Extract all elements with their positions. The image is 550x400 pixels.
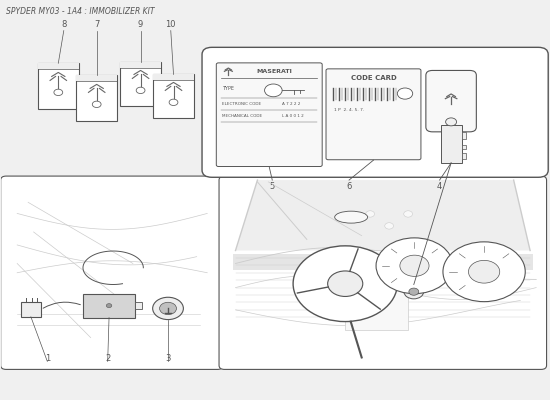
Bar [38,64,79,109]
Bar [441,125,461,163]
Text: 4: 4 [437,182,442,191]
Circle shape [469,260,500,283]
Text: 7: 7 [94,20,100,28]
Bar [21,302,41,317]
FancyBboxPatch shape [216,63,322,166]
Text: 3: 3 [166,354,170,364]
FancyBboxPatch shape [219,176,547,370]
Circle shape [400,255,429,276]
Circle shape [153,297,183,320]
Bar [83,294,135,318]
Circle shape [446,118,456,126]
Text: 1 P  2. 4. 5. 7.: 1 P 2. 4. 5. 7. [334,108,364,112]
Text: A 7 2 2 2: A 7 2 2 2 [282,102,300,106]
Ellipse shape [335,211,367,223]
FancyBboxPatch shape [326,69,421,160]
Circle shape [293,246,397,322]
Circle shape [136,87,145,94]
Circle shape [169,99,178,106]
Polygon shape [38,64,79,69]
Text: 10: 10 [166,20,176,28]
Bar [461,132,466,139]
Text: CODE CARD: CODE CARD [350,76,397,82]
Text: 1: 1 [45,354,50,364]
FancyBboxPatch shape [1,176,223,370]
Text: MECHANICAL CODE: MECHANICAL CODE [222,114,262,118]
Bar [120,62,161,106]
Circle shape [265,84,282,97]
Bar [461,145,466,149]
FancyBboxPatch shape [202,47,548,177]
Polygon shape [233,254,533,270]
Circle shape [404,284,424,299]
Text: ELECTRONIC CODE: ELECTRONIC CODE [222,102,261,106]
Text: SPYDER MY03 - 1A4 : IMMOBILIZER KIT: SPYDER MY03 - 1A4 : IMMOBILIZER KIT [6,7,155,16]
FancyBboxPatch shape [426,70,476,132]
Circle shape [404,211,412,217]
Circle shape [106,304,112,308]
Circle shape [385,223,393,229]
Bar [153,74,194,118]
Bar [461,153,466,159]
Text: 8: 8 [61,20,67,28]
Text: TYPE: TYPE [222,86,234,91]
Polygon shape [120,62,161,68]
Text: 2: 2 [105,354,111,364]
Text: MASERATI: MASERATI [256,69,292,74]
Circle shape [92,101,101,108]
Bar [345,250,408,330]
Text: L A 0 0 1 2: L A 0 0 1 2 [282,114,304,118]
Text: 6: 6 [346,182,352,191]
Polygon shape [235,180,530,250]
Bar [135,302,142,309]
Circle shape [160,302,177,314]
Bar [76,76,117,121]
Circle shape [376,238,453,294]
Circle shape [443,242,525,302]
Text: 5: 5 [270,182,275,191]
Circle shape [409,288,419,295]
Circle shape [366,211,375,217]
Text: 9: 9 [138,20,143,28]
Polygon shape [76,76,117,81]
Polygon shape [153,74,194,80]
Circle shape [328,271,363,296]
Circle shape [54,89,63,96]
Circle shape [397,88,412,99]
